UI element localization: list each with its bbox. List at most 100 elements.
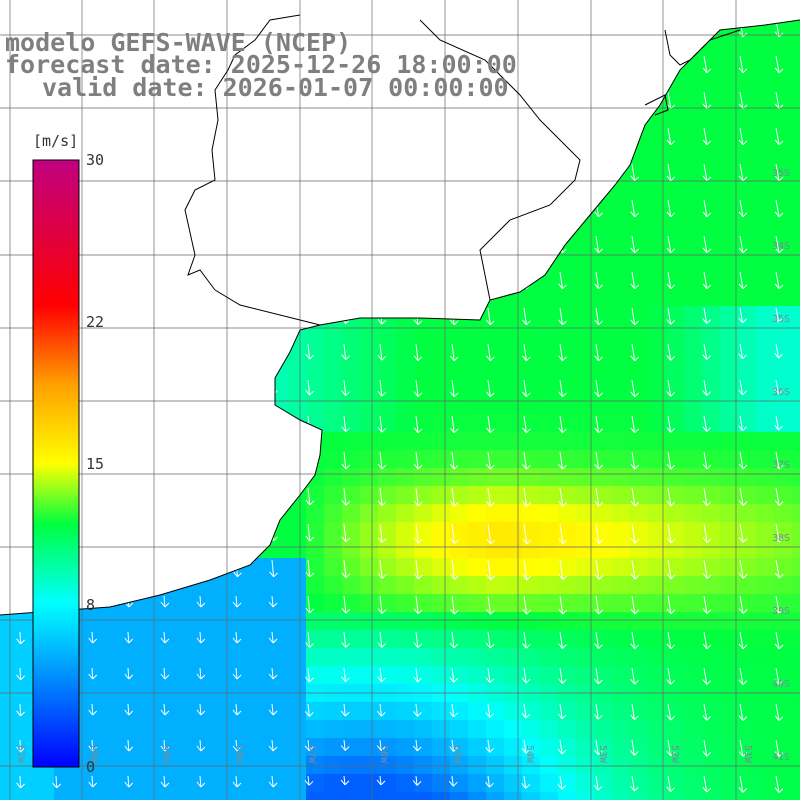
field-cell: [540, 774, 559, 793]
wind-arrow: [522, 307, 531, 326]
field-cell: [522, 216, 541, 235]
field-cell: [270, 558, 289, 577]
field-cell: [756, 450, 775, 469]
field-cell: [468, 648, 487, 667]
field-cell: [252, 342, 271, 361]
field-cell: [342, 666, 361, 685]
wind-arrow: [160, 163, 170, 178]
field-cell: [522, 288, 541, 307]
field-cell: [738, 288, 757, 307]
field-cell: [360, 792, 379, 800]
wind-arrow: [341, 343, 351, 361]
field-cell: [594, 756, 613, 775]
field-cell: [198, 396, 217, 415]
field-cell: [306, 612, 325, 631]
field-cell: [180, 594, 199, 613]
field-cell: [504, 270, 523, 289]
field-cell: [630, 288, 649, 307]
field-cell: [576, 630, 595, 649]
field-cell: [396, 360, 415, 379]
field-cell: [378, 108, 397, 127]
field-cell: [216, 180, 235, 199]
wind-arrow: [340, 775, 350, 786]
field-cell: [342, 162, 361, 181]
field-cell: [504, 540, 523, 559]
field-cell: [378, 342, 397, 361]
wind-arrow: [160, 595, 170, 608]
wind-arrow: [124, 523, 134, 542]
field-cell: [576, 522, 595, 541]
field-cell: [180, 162, 199, 181]
field-cell: [630, 342, 649, 361]
title-forecast-date: forecast date: 2025-12-26 18:00:00: [5, 50, 517, 79]
wind-arrow: [16, 235, 25, 248]
wind-arrow: [738, 595, 748, 614]
field-cell: [648, 540, 667, 559]
field-cell: [720, 378, 739, 397]
field-cell: [162, 306, 181, 325]
field-cell: [450, 576, 469, 595]
wind-arrow: [774, 379, 783, 395]
wind-arrow: [486, 595, 495, 615]
field-cell: [630, 234, 649, 253]
field-cell: [288, 432, 307, 451]
field-cell: [234, 738, 253, 757]
field-cell: [792, 306, 800, 325]
field-cell: [576, 378, 595, 397]
field-cell: [648, 558, 667, 577]
wind-arrow: [630, 739, 639, 756]
field-cell: [738, 306, 757, 325]
field-cell: [450, 270, 469, 289]
field-cell: [612, 306, 631, 325]
field-cell: [666, 126, 685, 145]
field-cell: [396, 738, 415, 757]
field-cell: [306, 792, 325, 800]
field-cell: [234, 360, 253, 379]
field-cell: [648, 180, 667, 199]
field-cell: [396, 756, 415, 775]
field-cell: [576, 126, 595, 145]
field-cell: [720, 306, 739, 325]
wind-arrow: [160, 271, 170, 286]
field-cell: [702, 162, 721, 181]
field-cell: [180, 0, 199, 19]
field-cell: [594, 450, 613, 469]
wind-arrow: [305, 559, 315, 578]
field-cell: [450, 396, 469, 415]
field-cell: [252, 378, 271, 397]
wind-arrow: [232, 379, 242, 395]
wind-arrow: [485, 127, 495, 146]
field-cell: [108, 270, 127, 289]
field-cell: [270, 378, 289, 397]
wind-arrow: [522, 127, 531, 146]
field-cell: [324, 702, 343, 721]
field-cell: [324, 414, 343, 433]
field-cell: [270, 720, 289, 739]
field-cell: [468, 756, 487, 775]
field-cell: [216, 306, 235, 325]
field-cell: [270, 216, 289, 235]
wind-arrow: [305, 379, 314, 396]
field-cell: [612, 72, 631, 91]
field-cell: [540, 540, 559, 559]
wind-arrow: [630, 559, 640, 580]
field-cell: [630, 198, 649, 217]
field-cell: [324, 378, 343, 397]
field-cell: [234, 288, 253, 307]
field-cell: [342, 0, 361, 19]
field-cell: [198, 594, 217, 613]
field-cell: [432, 288, 451, 307]
field-cell: [432, 630, 451, 649]
field-cell: [594, 540, 613, 559]
field-cell: [558, 324, 577, 343]
wind-arrow: [377, 235, 387, 253]
field-cell: [342, 486, 361, 505]
field-cell: [702, 792, 721, 800]
field-cell: [0, 468, 19, 487]
wind-arrow: [702, 559, 712, 579]
field-cell: [558, 360, 577, 379]
field-cell: [504, 0, 523, 19]
wind-arrow: [666, 307, 676, 325]
field-cell: [630, 162, 649, 181]
wind-arrow: [666, 631, 676, 650]
